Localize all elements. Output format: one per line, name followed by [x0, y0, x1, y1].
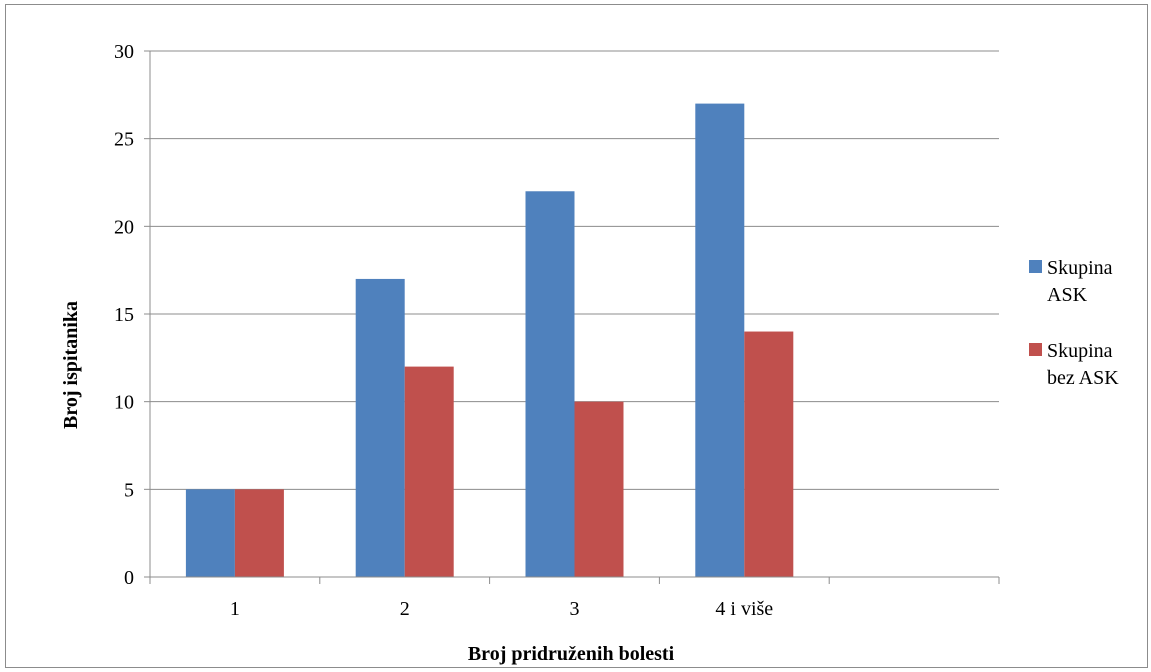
legend-swatch: [1029, 343, 1042, 356]
x-tick-label: 4 i više: [715, 598, 773, 620]
legend-label: Skupina bez ASK: [1047, 340, 1119, 389]
y-axis-title: Broj ispitanika: [60, 301, 82, 429]
bar-bez-ask-2: [574, 401, 624, 577]
y-tick-label: 20: [114, 216, 134, 238]
legend-swatch: [1029, 260, 1042, 273]
x-tick-label: 3: [570, 598, 580, 620]
y-tick-label: 15: [114, 304, 134, 326]
tick-labels: 0 5 10 15 20 25 30 1 2 3 4 i više: [114, 41, 773, 620]
bar-bez-ask-3: [744, 331, 794, 577]
axes: [144, 50, 1000, 584]
bar-bez-ask-1: [404, 366, 454, 577]
y-tick-label: 10: [114, 392, 134, 414]
x-axis-title: Broj pridruženih bolesti: [468, 643, 675, 665]
bar-ask-2: [525, 191, 575, 577]
gridlines: [150, 50, 999, 490]
y-tick-label: 25: [114, 129, 134, 151]
x-tick-label: 2: [400, 598, 410, 620]
y-tick-label: 5: [124, 479, 134, 501]
y-tick-label: 30: [114, 41, 134, 63]
bars: [185, 103, 794, 577]
legend: Skupina ASK Skupina bez ASK: [1029, 257, 1119, 389]
x-tick-label: 1: [230, 598, 240, 620]
bar-ask-3: [695, 103, 745, 577]
legend-label: Skupina ASK: [1047, 257, 1113, 306]
bar-bez-ask-0: [234, 489, 284, 577]
y-tick-label: 0: [124, 567, 134, 589]
bar-ask-0: [185, 489, 235, 577]
bar-ask-1: [355, 278, 405, 577]
